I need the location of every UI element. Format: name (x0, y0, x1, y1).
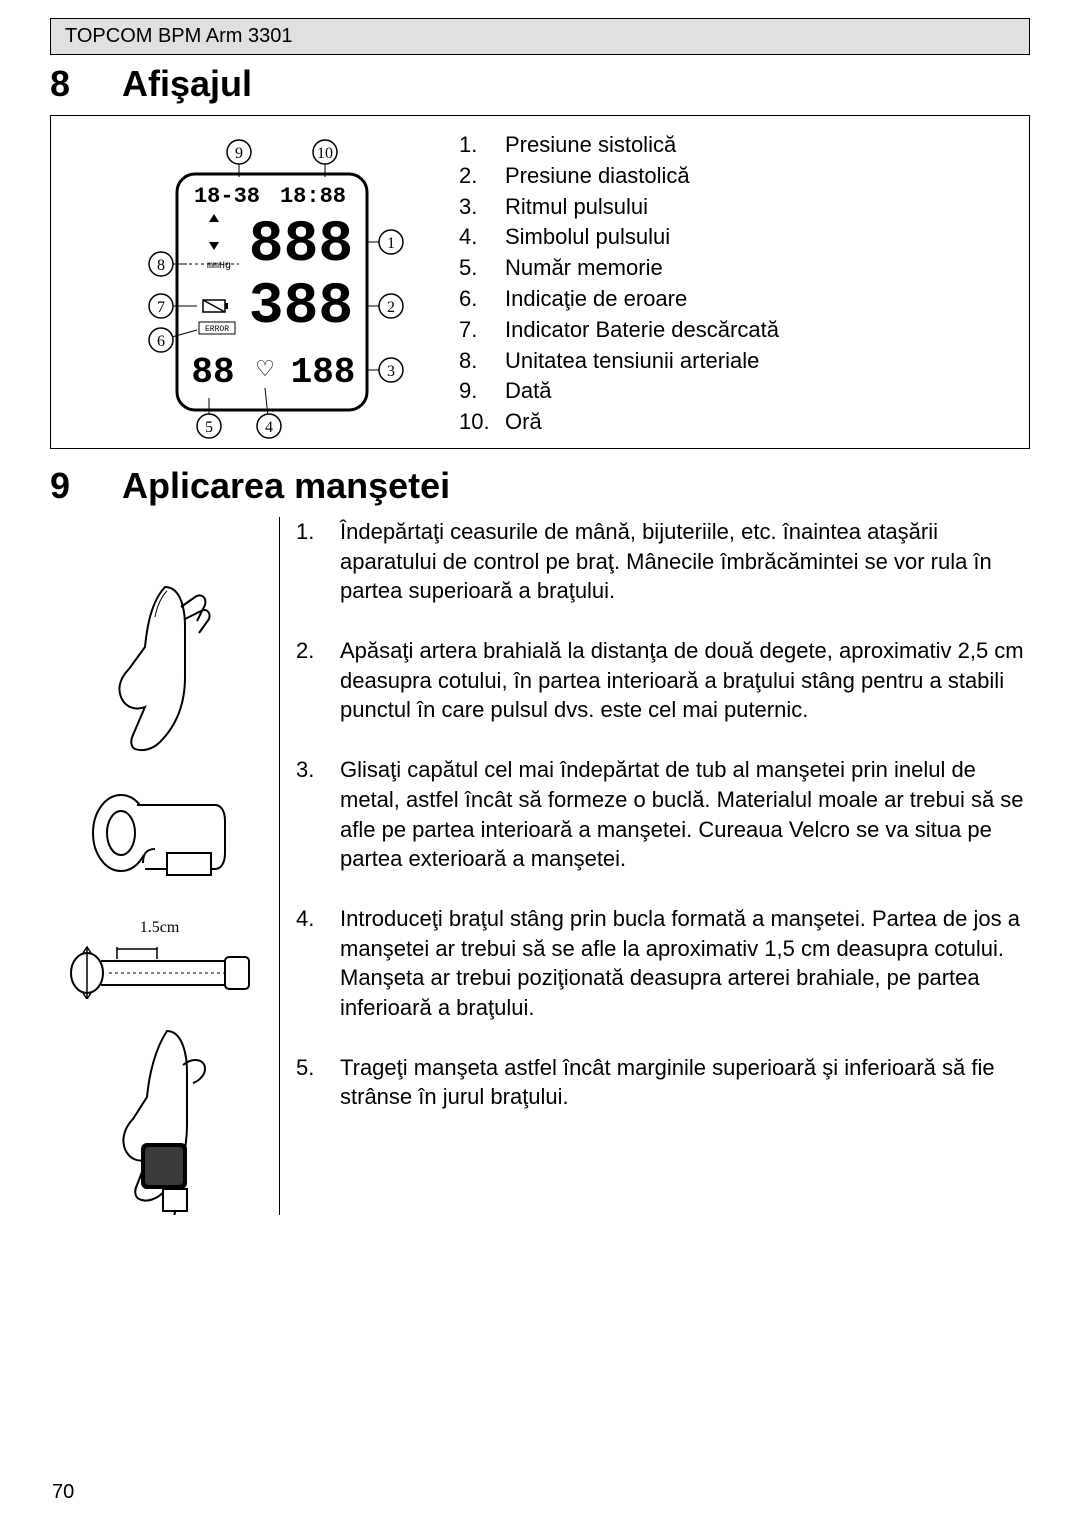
legend-label: Ritmul pulsului (505, 192, 648, 223)
measurement-label: 1.5cm (65, 919, 255, 937)
legend-label: Presiune diastolică (505, 161, 690, 192)
cuff-step-number: 1. (296, 517, 340, 606)
cuff-roll-illustration (75, 783, 245, 893)
lcd-diagram-svg: 18-38 18:88 888 mmHg 388 ERROR (69, 130, 439, 440)
legend-row: 9.Dată (459, 376, 1013, 407)
display-diagram: 18-38 18:88 888 mmHg 388 ERROR (69, 130, 439, 440)
legend-row: 2.Presiune diastolică (459, 161, 1013, 192)
cuff-step-number: 4. (296, 904, 340, 1023)
legend-label: Oră (505, 407, 542, 438)
arm-cross-illustration-wrap: 1.5cm (65, 919, 255, 999)
cuff-step-number: 3. (296, 755, 340, 874)
svg-text:4: 4 (265, 419, 273, 436)
legend-number: 3. (459, 192, 505, 223)
cuff-illustrations: 1.5cm (50, 517, 280, 1215)
legend-number: 1. (459, 130, 505, 161)
legend-row: 6.Indicaţie de eroare (459, 284, 1013, 315)
page-number: 70 (52, 1481, 74, 1504)
legend-number: 4. (459, 222, 505, 253)
legend-label: Indicator Baterie descărcată (505, 315, 779, 346)
section8-title: 8 Afişajul (50, 63, 1030, 105)
svg-text:♡: ♡ (255, 356, 275, 381)
section9-title-text: Aplicarea manşetei (122, 465, 450, 507)
arm-cross-illustration (65, 939, 255, 999)
legend-label: Presiune sistolică (505, 130, 676, 161)
svg-text:8: 8 (157, 257, 165, 274)
cuff-step: 3.Glisaţi capătul cel mai îndepărtat de … (296, 755, 1030, 874)
cuff-step-number: 5. (296, 1053, 340, 1112)
svg-text:5: 5 (205, 419, 213, 436)
svg-text:18:88: 18:88 (280, 184, 346, 209)
cuff-step-text: Trageţi manşeta astfel încât marginile s… (340, 1053, 1030, 1112)
legend-number: 6. (459, 284, 505, 315)
legend-row: 4.Simbolul pulsului (459, 222, 1013, 253)
svg-text:mmHg: mmHg (207, 261, 231, 272)
cuff-step: 1.Îndepărtaţi ceasurile de mână, bijuter… (296, 517, 1030, 606)
header-bar: TOPCOM BPM Arm 3301 (50, 18, 1030, 55)
cuff-step-text: Îndepărtaţi ceasurile de mână, bijuterii… (340, 517, 1030, 606)
section8-number: 8 (50, 63, 122, 105)
legend-number: 2. (459, 161, 505, 192)
svg-text:ERROR: ERROR (205, 325, 229, 334)
svg-text:7: 7 (157, 299, 165, 316)
legend-number: 7. (459, 315, 505, 346)
svg-text:18-38: 18-38 (194, 184, 260, 209)
arm-press-illustration (85, 577, 235, 757)
svg-text:6: 6 (157, 333, 165, 350)
svg-text:888: 888 (249, 213, 353, 278)
header-text: TOPCOM BPM Arm 3301 (65, 25, 292, 47)
legend-label: Număr memorie (505, 253, 663, 284)
cuff-step: 2.Apăsaţi artera brahială la distanţa de… (296, 636, 1030, 725)
svg-text:188: 188 (291, 352, 356, 393)
legend-row: 5.Număr memorie (459, 253, 1013, 284)
cuff-step-text: Apăsaţi artera brahială la distanţa de d… (340, 636, 1030, 725)
cuff-step-number: 2. (296, 636, 340, 725)
cuff-step: 4.Introduceţi braţul stâng prin bucla fo… (296, 904, 1030, 1023)
arm-cuff-on-illustration (85, 1025, 235, 1215)
svg-text:3: 3 (387, 363, 395, 380)
legend-number: 10. (459, 407, 505, 438)
legend-number: 9. (459, 376, 505, 407)
legend-row: 8.Unitatea tensiunii arteriale (459, 346, 1013, 377)
section9-number: 9 (50, 465, 122, 507)
legend-label: Indicaţie de eroare (505, 284, 687, 315)
page: TOPCOM BPM Arm 3301 8 Afişajul 18-38 18:… (0, 18, 1080, 1540)
legend-label: Unitatea tensiunii arteriale (505, 346, 759, 377)
legend-label: Dată (505, 376, 551, 407)
legend-row: 7.Indicator Baterie descărcată (459, 315, 1013, 346)
cuff-step-text: Glisaţi capătul cel mai îndepărtat de tu… (340, 755, 1030, 874)
legend-row: 3.Ritmul pulsului (459, 192, 1013, 223)
cuff-step-text: Introduceţi braţul stâng prin bucla form… (340, 904, 1030, 1023)
legend-row: 1.Presiune sistolică (459, 130, 1013, 161)
svg-text:388: 388 (249, 275, 353, 340)
legend-label: Simbolul pulsului (505, 222, 670, 253)
svg-text:9: 9 (235, 145, 243, 162)
section8-title-text: Afişajul (122, 63, 252, 105)
display-legend: 1.Presiune sistolică2.Presiune diastolic… (459, 130, 1013, 440)
cuff-step: 5.Trageţi manşeta astfel încât marginile… (296, 1053, 1030, 1112)
svg-text:1: 1 (387, 235, 395, 252)
section9-title: 9 Aplicarea manşetei (50, 465, 1030, 507)
legend-number: 8. (459, 346, 505, 377)
svg-text:2: 2 (387, 299, 395, 316)
svg-text:10: 10 (317, 145, 333, 162)
cuff-section: 1.5cm (50, 517, 1030, 1215)
legend-number: 5. (459, 253, 505, 284)
cuff-steps: 1.Îndepărtaţi ceasurile de mână, bijuter… (296, 517, 1030, 1215)
display-box: 18-38 18:88 888 mmHg 388 ERROR (50, 115, 1030, 449)
legend-row: 10.Oră (459, 407, 1013, 438)
svg-text:88: 88 (191, 352, 234, 393)
